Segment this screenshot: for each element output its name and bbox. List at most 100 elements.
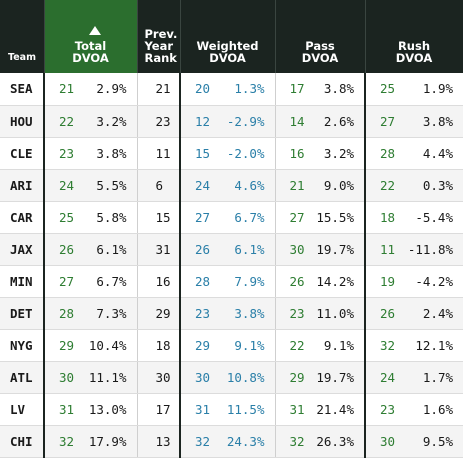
- column-header-pass-line2: DVOA: [301, 51, 339, 65]
- rush-dvoa-value: 3.8%: [422, 113, 453, 129]
- rush-dvoa-rank: 23: [380, 401, 396, 417]
- team-cell[interactable]: ATL: [0, 361, 45, 394]
- prev-year-rank: 16: [137, 265, 181, 298]
- prev-year-rank: 17: [137, 393, 181, 426]
- pass-dvoa-value: 9.1%: [323, 337, 354, 353]
- rush-dvoa-value: 2.4%: [422, 305, 453, 321]
- total-dvoa-value: 5.5%: [96, 177, 127, 193]
- weighted-dvoa-rank: 28: [195, 273, 211, 289]
- column-header-weighted-line1: Weighted: [196, 39, 259, 53]
- rush-dvoa-rank: 30: [380, 433, 396, 449]
- total-dvoa-value: 7.3%: [96, 305, 127, 321]
- total-dvoa-value: 11.1%: [88, 369, 127, 385]
- pass-dvoa-rank: 17: [289, 81, 305, 97]
- table-header: Team Total DVOA Prev. Year Rank Weighted…: [0, 0, 463, 73]
- table-row: CHI 32 17.9% 13 32 24.3% 32 26.3% 30 9.5%: [0, 425, 463, 458]
- column-header-total-dvoa[interactable]: Total DVOA: [44, 0, 138, 73]
- column-header-pass-line1: Pass: [305, 39, 335, 53]
- column-header-prev-line2: Year: [144, 39, 174, 53]
- rush-dvoa-rank: 32: [380, 337, 396, 353]
- weighted-dvoa-rank: 27: [195, 209, 211, 225]
- team-cell[interactable]: LV: [0, 393, 45, 426]
- weighted-dvoa-rank: 30: [195, 369, 211, 385]
- team-cell[interactable]: MIN: [0, 265, 45, 298]
- team-cell[interactable]: CHI: [0, 425, 45, 458]
- total-dvoa-value: 10.4%: [88, 337, 127, 353]
- column-header-pass-dvoa[interactable]: Pass DVOA: [275, 0, 366, 73]
- weighted-dvoa-rank: 12: [195, 113, 211, 129]
- team-cell[interactable]: CAR: [0, 201, 45, 234]
- rush-dvoa-value: 4.4%: [422, 145, 453, 161]
- column-header-team[interactable]: Team: [0, 0, 45, 73]
- total-dvoa-rank: 23: [59, 145, 75, 161]
- rush-dvoa-value: 1.9%: [422, 81, 453, 97]
- rush-dvoa-value: -4.2%: [415, 273, 453, 289]
- weighted-dvoa-rank: 24: [195, 177, 211, 193]
- weighted-dvoa-value: -2.9%: [226, 113, 265, 129]
- pass-dvoa-value: 11.0%: [316, 305, 354, 321]
- column-header-weighted-dvoa[interactable]: Weighted DVOA: [180, 0, 276, 73]
- total-dvoa-value: 2.9%: [96, 81, 127, 97]
- weighted-dvoa-value: 1.3%: [234, 81, 265, 97]
- table-row: CAR 25 5.8% 15 27 6.7% 27 15.5% 18 -5.4%: [0, 201, 463, 234]
- table-body: SEA 21 2.9% 21 20 1.3% 17 3.8% 25 1.9% HOU 22 3.2% 23…: [0, 73, 463, 458]
- rush-dvoa-rank: 11: [380, 241, 396, 257]
- prev-year-rank: 11: [137, 137, 181, 170]
- team-cell[interactable]: HOU: [0, 105, 45, 138]
- table-row: HOU 22 3.2% 23 12 -2.9% 14 2.6% 27 3.8%: [0, 105, 463, 138]
- rush-dvoa-rank: 27: [380, 113, 396, 129]
- column-header-rush-line2: DVOA: [395, 51, 433, 65]
- weighted-dvoa-value: 24.3%: [226, 433, 265, 449]
- weighted-dvoa-value: 9.1%: [234, 337, 265, 353]
- table-row: CLE 23 3.8% 11 15 -2.0% 16 3.2% 28 4.4%: [0, 137, 463, 170]
- pass-dvoa-rank: 16: [289, 145, 305, 161]
- prev-year-rank: 30: [137, 361, 181, 394]
- table-row: DET 28 7.3% 29 23 3.8% 23 11.0% 26 2.4%: [0, 297, 463, 330]
- column-header-prev-year-rank[interactable]: Prev. Year Rank: [137, 0, 181, 73]
- weighted-dvoa-rank: 29: [195, 337, 211, 353]
- total-dvoa-rank: 31: [59, 401, 75, 417]
- rush-dvoa-value: -11.8%: [407, 241, 453, 257]
- column-header-weighted-line2: DVOA: [209, 51, 246, 65]
- prev-year-rank: 29: [137, 297, 181, 330]
- rush-dvoa-rank: 22: [380, 177, 396, 193]
- team-cell[interactable]: DET: [0, 297, 45, 330]
- pass-dvoa-value: 14.2%: [316, 273, 354, 289]
- column-header-rush-dvoa[interactable]: Rush DVOA: [365, 0, 463, 73]
- sort-ascending-icon: [88, 26, 101, 35]
- team-cell[interactable]: SEA: [0, 73, 45, 106]
- team-cell[interactable]: JAX: [0, 233, 45, 266]
- prev-year-rank: 6: [137, 169, 181, 202]
- weighted-dvoa-value: 3.8%: [234, 305, 265, 321]
- rush-dvoa-value: 1.7%: [422, 369, 453, 385]
- total-dvoa-rank: 29: [59, 337, 75, 353]
- prev-year-rank: 13: [137, 425, 181, 458]
- rush-dvoa-rank: 19: [380, 273, 396, 289]
- table-row: NYG 29 10.4% 18 29 9.1% 22 9.1% 32 12.1%: [0, 329, 463, 362]
- table-row: JAX 26 6.1% 31 26 6.1% 30 19.7% 11 -11.8%: [0, 233, 463, 266]
- table-row: MIN 27 6.7% 16 28 7.9% 26 14.2% 19 -4.2%: [0, 265, 463, 298]
- pass-dvoa-value: 3.8%: [323, 81, 354, 97]
- pass-dvoa-rank: 30: [289, 241, 305, 257]
- weighted-dvoa-rank: 15: [195, 145, 211, 161]
- total-dvoa-rank: 32: [59, 433, 75, 449]
- team-cell[interactable]: NYG: [0, 329, 45, 362]
- total-dvoa-rank: 28: [59, 305, 75, 321]
- total-dvoa-value: 3.8%: [96, 145, 127, 161]
- team-cell[interactable]: CLE: [0, 137, 45, 170]
- rush-dvoa-rank: 18: [380, 209, 396, 225]
- total-dvoa-rank: 21: [59, 81, 75, 97]
- team-cell[interactable]: ARI: [0, 169, 45, 202]
- weighted-dvoa-value: -2.0%: [226, 145, 265, 161]
- table-row: ATL 30 11.1% 30 30 10.8% 29 19.7% 24 1.7%: [0, 361, 463, 394]
- rush-dvoa-rank: 24: [380, 369, 396, 385]
- pass-dvoa-rank: 26: [289, 273, 305, 289]
- weighted-dvoa-value: 6.7%: [234, 209, 265, 225]
- pass-dvoa-value: 9.0%: [323, 177, 354, 193]
- rush-dvoa-value: 0.3%: [422, 177, 453, 193]
- rush-dvoa-rank: 28: [380, 145, 396, 161]
- weighted-dvoa-rank: 23: [195, 305, 211, 321]
- weighted-dvoa-value: 4.6%: [234, 177, 265, 193]
- pass-dvoa-value: 26.3%: [316, 433, 354, 449]
- total-dvoa-rank: 24: [59, 177, 75, 193]
